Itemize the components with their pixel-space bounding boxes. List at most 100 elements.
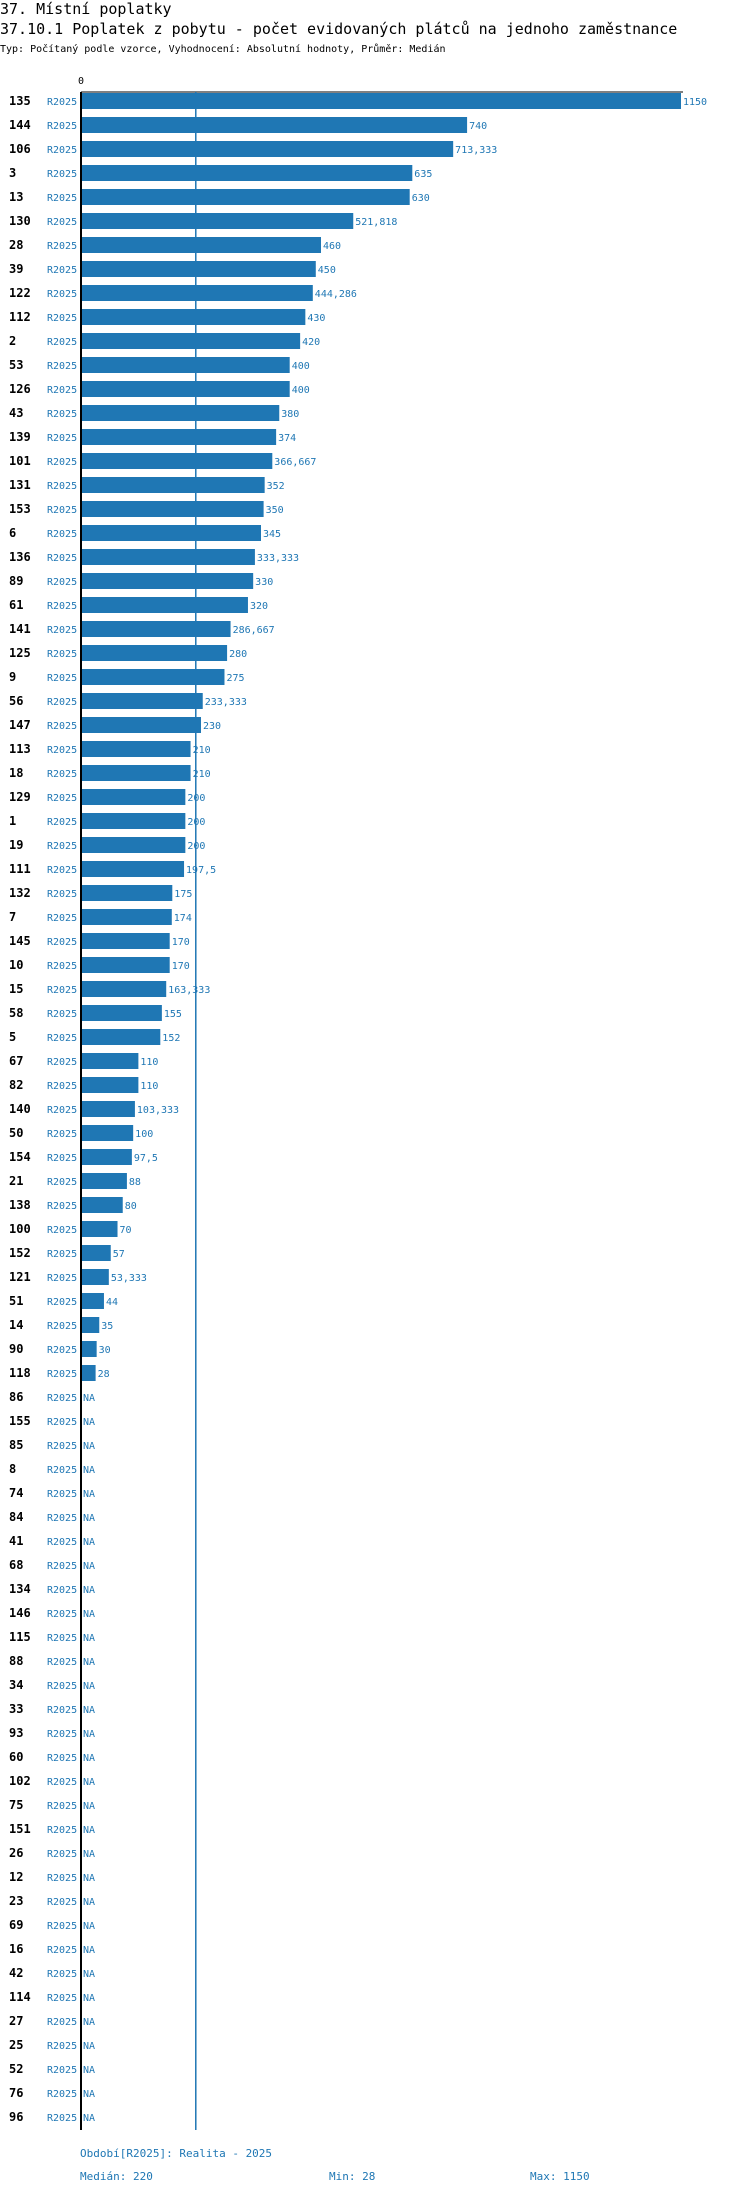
period-label: R2025 <box>47 913 77 924</box>
bar <box>81 93 681 109</box>
period-label: R2025 <box>47 1129 77 1140</box>
value-label: 210 <box>193 745 211 756</box>
value-label: 110 <box>140 1057 158 1068</box>
period-label: R2025 <box>47 1705 77 1716</box>
value-label: 374 <box>278 433 296 444</box>
value-label: 210 <box>193 769 211 780</box>
period-label: R2025 <box>47 1393 77 1404</box>
category-label: 85 <box>9 1438 23 1452</box>
category-label: 56 <box>9 694 23 708</box>
value-label: 88 <box>129 1177 141 1188</box>
bar <box>81 117 468 133</box>
category-label: 135 <box>9 94 31 108</box>
bar <box>81 645 228 661</box>
value-label: NA <box>83 1657 95 1668</box>
category-label: 28 <box>9 238 23 252</box>
category-label: 61 <box>9 598 23 612</box>
category-label: 152 <box>9 1246 31 1260</box>
bar <box>81 1149 132 1165</box>
period-label: R2025 <box>47 1273 77 1284</box>
category-label: 21 <box>9 1174 23 1188</box>
bar <box>81 525 261 541</box>
bar <box>81 1077 139 1093</box>
category-label: 134 <box>9 1582 31 1596</box>
category-label: 138 <box>9 1198 31 1212</box>
value-label: 200 <box>187 841 205 852</box>
value-label: 30 <box>99 1345 111 1356</box>
bar <box>81 1053 139 1069</box>
category-label: 12 <box>9 1870 23 1884</box>
bar <box>81 597 248 613</box>
value-label: 35 <box>101 1321 113 1332</box>
category-label: 67 <box>9 1054 23 1068</box>
value-label: NA <box>83 1513 95 1524</box>
value-label: 460 <box>323 241 341 252</box>
period-label: R2025 <box>47 481 77 492</box>
period-label: R2025 <box>47 2089 77 2100</box>
value-label: NA <box>83 1945 95 1956</box>
period-label: R2025 <box>47 1225 77 1236</box>
bar <box>81 261 316 277</box>
bar <box>81 381 290 397</box>
category-label: 51 <box>9 1294 23 1308</box>
value-label: NA <box>83 1921 95 1932</box>
category-label: 145 <box>9 934 31 948</box>
category-label: 86 <box>9 1390 23 1404</box>
period-label: R2025 <box>47 2065 77 2076</box>
value-label: 430 <box>307 313 325 324</box>
period-label: R2025 <box>47 1777 77 1788</box>
category-label: 13 <box>9 190 23 204</box>
value-label: NA <box>83 1465 95 1476</box>
period-note: Období[R2025]: Realita - 2025 <box>80 2147 273 2160</box>
category-label: 25 <box>9 2038 23 2052</box>
period-label: R2025 <box>47 1441 77 1452</box>
value-label: 163,333 <box>168 985 210 996</box>
period-label: R2025 <box>47 865 77 876</box>
category-label: 26 <box>9 1846 23 1860</box>
value-label: NA <box>83 1753 95 1764</box>
value-label: 345 <box>263 529 281 540</box>
category-label: 130 <box>9 214 31 228</box>
period-label: R2025 <box>47 649 77 660</box>
category-label: 100 <box>9 1222 31 1236</box>
category-label: 96 <box>9 2110 23 2124</box>
category-label: 129 <box>9 790 31 804</box>
value-label: NA <box>83 1681 95 1692</box>
bar <box>81 837 186 853</box>
value-label: 44 <box>106 1297 118 1308</box>
bar <box>81 957 170 973</box>
category-label: 121 <box>9 1270 31 1284</box>
value-label: NA <box>83 1393 95 1404</box>
value-label: NA <box>83 1561 95 1572</box>
category-label: 2 <box>9 334 16 348</box>
category-label: 111 <box>9 862 31 876</box>
category-label: 52 <box>9 2062 23 2076</box>
category-label: 23 <box>9 1894 23 1908</box>
category-label: 7 <box>9 910 16 924</box>
period-label: R2025 <box>47 697 77 708</box>
value-label: 400 <box>292 361 310 372</box>
period-label: R2025 <box>47 2113 77 2124</box>
period-label: R2025 <box>47 1201 77 1212</box>
category-label: 89 <box>9 574 23 588</box>
period-label: R2025 <box>47 841 77 852</box>
bar <box>81 885 173 901</box>
value-label: 521,818 <box>355 217 397 228</box>
value-label: NA <box>83 1609 95 1620</box>
category-label: 8 <box>9 1462 16 1476</box>
period-label: R2025 <box>47 217 77 228</box>
period-label: R2025 <box>47 409 77 420</box>
bar <box>81 765 191 781</box>
category-label: 153 <box>9 502 31 516</box>
category-label: 6 <box>9 526 16 540</box>
value-label: 280 <box>229 649 247 660</box>
period-label: R2025 <box>47 1753 77 1764</box>
period-label: R2025 <box>47 1297 77 1308</box>
category-label: 147 <box>9 718 31 732</box>
category-label: 126 <box>9 382 31 396</box>
value-label: 28 <box>98 1369 110 1380</box>
bar <box>81 573 254 589</box>
category-label: 18 <box>9 766 23 780</box>
bar <box>81 1197 123 1213</box>
